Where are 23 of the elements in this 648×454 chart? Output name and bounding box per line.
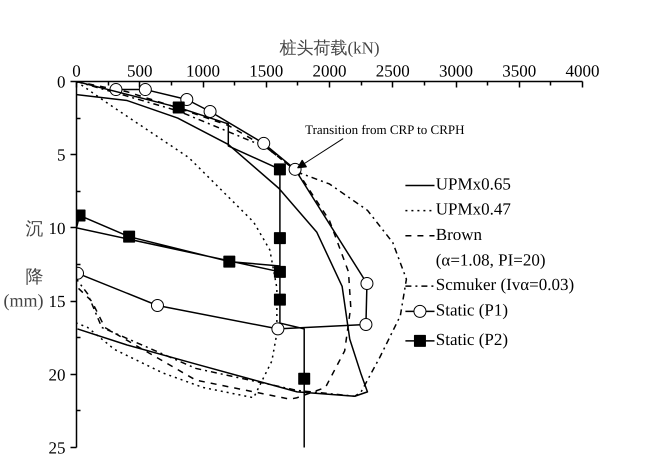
annotation: Transition from CRP to CRPH [305,122,465,137]
text: 沉降(mm) [4,218,44,310]
x-tick-label: 500 [127,62,152,80]
legend-label: Scmuker (Ivα=0.03) [436,275,574,294]
y-tick-label: 5 [57,146,66,165]
x-tick-label: 1500 [249,62,284,80]
y-tick-label: 10 [48,218,66,238]
x-tick-label: 0 [72,62,81,80]
legend-label: Brown (α=1.08, PI=20) [436,224,546,270]
x-tick-label: 4000 [566,62,600,80]
legend-label: Static (P2) [436,330,508,349]
x-tick-label: 3500 [502,62,536,80]
y-tick-label: 25 [48,438,66,454]
x-tick-label: 3000 [439,62,473,80]
y-tick-label: 15 [48,292,66,312]
legend-label: UPMx0.65 [436,174,511,194]
legend-label: UPMx0.47 [436,200,512,219]
legend-label: Static (P1) [436,300,508,320]
y-tick-label: 20 [48,365,66,384]
x-axis-title: 桩头荷载(kN) [278,38,380,58]
x-tick-label: 2000 [312,62,346,80]
x-tick-label: 1000 [186,62,220,80]
x-tick-label: 2500 [376,62,410,80]
